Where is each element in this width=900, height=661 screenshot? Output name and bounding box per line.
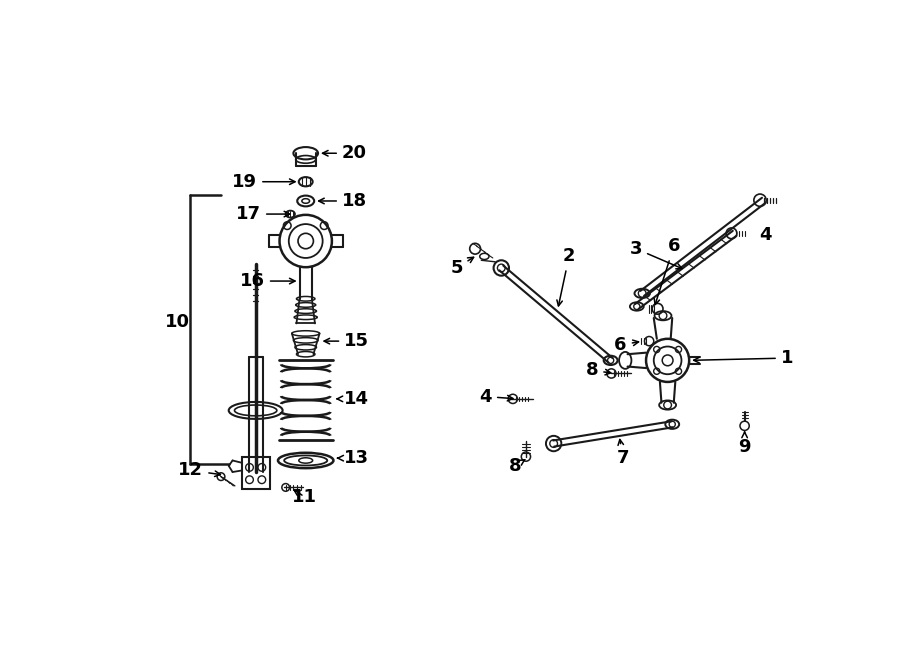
Text: 9: 9 [738, 432, 751, 456]
Text: 20: 20 [322, 144, 367, 162]
Text: 16: 16 [240, 272, 295, 290]
Text: 11: 11 [292, 488, 317, 506]
FancyArrowPatch shape [662, 321, 663, 336]
Text: 5: 5 [450, 257, 473, 277]
Text: 4: 4 [480, 387, 513, 406]
Text: 6: 6 [654, 237, 680, 305]
Text: 3: 3 [630, 240, 682, 269]
Text: 8: 8 [586, 362, 611, 379]
Text: 4: 4 [760, 226, 771, 244]
Text: 7: 7 [616, 440, 629, 467]
Text: 19: 19 [232, 173, 295, 191]
Text: 14: 14 [338, 390, 369, 408]
Text: 8: 8 [508, 457, 525, 475]
Text: 15: 15 [324, 332, 369, 350]
Text: 17: 17 [236, 205, 290, 223]
Text: 10: 10 [166, 313, 191, 331]
Text: 2: 2 [557, 247, 575, 306]
Text: 12: 12 [178, 461, 220, 479]
Text: 18: 18 [319, 192, 367, 210]
Text: 1: 1 [694, 349, 793, 367]
Text: 13: 13 [338, 449, 369, 467]
Text: 6: 6 [615, 336, 638, 354]
